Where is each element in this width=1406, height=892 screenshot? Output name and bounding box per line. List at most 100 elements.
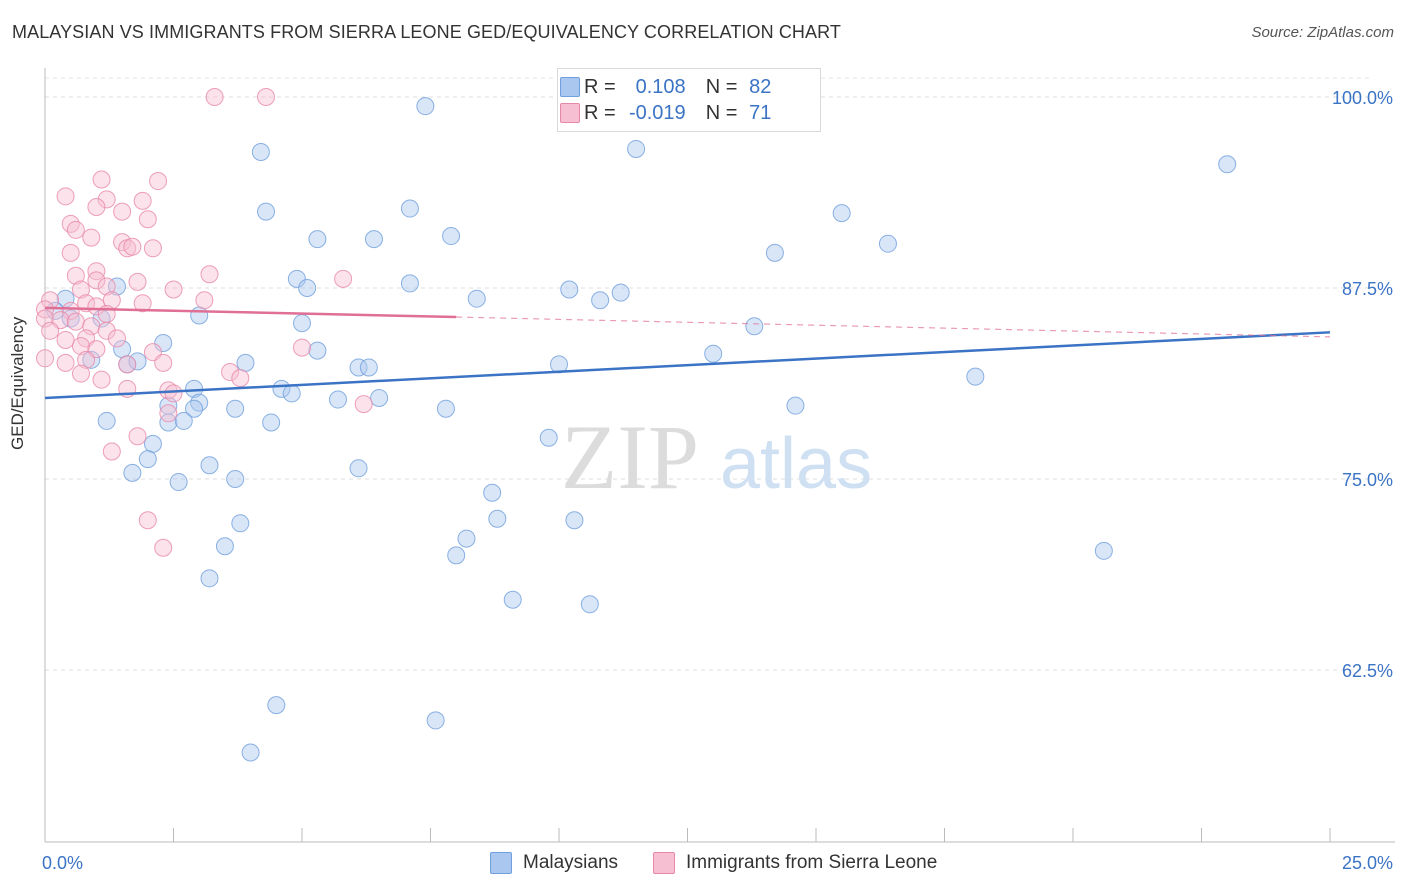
y-tick-label-2: 87.5%: [1342, 279, 1393, 299]
point-0-58: [226, 470, 245, 488]
point-1-60: [164, 384, 183, 403]
point-0-8: [364, 230, 383, 249]
point-0-64: [565, 511, 584, 530]
point-1-2: [92, 170, 111, 189]
point-0-3: [1218, 155, 1237, 174]
bottom-legend-label-malaysians: Malaysians: [523, 852, 619, 873]
point-0-30: [82, 350, 101, 369]
point-1-65: [138, 511, 157, 530]
source-label: Source: ZipAtlas.com: [1251, 24, 1394, 41]
series-malaysians: [46, 97, 1237, 762]
point-1-26: [164, 280, 183, 299]
legend-row-malaysians: R = 0.108 N = 82: [560, 74, 772, 100]
point-0-35: [359, 358, 378, 377]
point-1-53: [293, 338, 311, 357]
point-1-12: [82, 228, 101, 247]
point-0-25: [293, 314, 311, 333]
point-1-55: [71, 364, 90, 383]
point-1-5: [97, 190, 116, 209]
x-tick-label-1: 25.0%: [1342, 853, 1393, 873]
point-1-19: [200, 265, 219, 284]
point-0-14: [287, 269, 306, 288]
point-1-21: [87, 271, 106, 290]
legend-r-value: -0.019: [628, 101, 686, 124]
watermark: ZIP atlas: [561, 406, 872, 508]
point-0-61: [169, 473, 188, 492]
point-0-4: [257, 202, 276, 221]
point-0-49: [786, 396, 805, 415]
point-0-1: [251, 143, 270, 162]
point-0-42: [328, 390, 347, 409]
y-tick-label-0: 62.5%: [1342, 661, 1393, 681]
bottom-legend: Malaysians Immigrants from Sierra Leone: [0, 852, 1406, 878]
point-1-17: [143, 239, 162, 258]
point-1-50: [77, 350, 96, 369]
legend-r-label: R =: [584, 101, 616, 124]
legend: R = 0.108 N = 82 R = -0.019 N = 71: [557, 68, 821, 132]
point-0-56: [138, 450, 157, 469]
point-1-51: [118, 355, 137, 374]
point-0-9: [442, 227, 461, 246]
point-1-40: [97, 321, 116, 340]
gridlines: [45, 77, 1370, 671]
point-0-73: [267, 696, 286, 715]
point-0-15: [298, 279, 317, 297]
point-0-44: [190, 393, 209, 412]
bottom-legend-sierra-leone[interactable]: Immigrants from Sierra Leone: [653, 852, 937, 874]
point-1-54: [221, 363, 240, 382]
point-1-24: [97, 277, 116, 296]
point-1-34: [87, 297, 106, 316]
point-1-10: [61, 214, 80, 233]
point-0-51: [159, 413, 178, 432]
point-1-31: [195, 291, 214, 310]
point-0-34: [349, 358, 368, 377]
point-0-50: [97, 411, 116, 430]
point-0-36: [704, 344, 723, 363]
point-1-4: [56, 187, 75, 206]
point-1-9: [138, 210, 157, 229]
point-0-68: [447, 546, 466, 565]
point-1-52: [154, 353, 173, 372]
trend-extension-1: [456, 316, 1331, 338]
y-tick-label-1: 75.0%: [1342, 470, 1393, 490]
point-1-7: [133, 191, 152, 210]
point-1-23: [71, 280, 90, 299]
chart-title: MALAYSIAN VS IMMIGRANTS FROM SIERRA LEON…: [12, 22, 841, 42]
point-0-41: [282, 384, 301, 403]
legend-row-sierra-leone: R = -0.019 N = 71: [560, 100, 772, 126]
point-1-66: [154, 538, 173, 557]
tick-labels: 62.5% 75.0% 87.5% 100.0% 0.0% 25.0%: [42, 88, 1393, 873]
point-1-56: [92, 370, 111, 389]
point-0-43: [370, 389, 389, 408]
point-0-16: [400, 274, 419, 293]
series-sierra-leone: [36, 88, 373, 557]
point-0-2: [627, 139, 646, 158]
point-1-22: [334, 269, 353, 288]
point-1-41: [41, 321, 60, 340]
point-1-0: [205, 88, 224, 106]
watermark-zip: ZIP: [561, 406, 699, 508]
point-1-63: [128, 427, 147, 446]
point-0-74: [426, 711, 445, 730]
point-1-38: [66, 312, 85, 331]
legend-n-label: N =: [705, 101, 738, 124]
point-0-59: [349, 459, 368, 478]
legend-n-value: 71: [749, 101, 772, 124]
point-0-11: [878, 234, 897, 253]
point-0-53: [262, 413, 281, 432]
point-0-24: [190, 306, 209, 325]
legend-n-value: 82: [749, 75, 772, 98]
point-1-33: [61, 301, 80, 320]
point-0-32: [128, 352, 147, 371]
point-1-20: [66, 266, 85, 285]
legend-r-value: 0.108: [635, 75, 686, 98]
trend-line-0: [44, 331, 1331, 400]
point-1-32: [36, 300, 54, 319]
bottom-legend-malaysians[interactable]: Malaysians: [490, 852, 618, 874]
point-0-17: [467, 289, 486, 308]
point-1-30: [133, 294, 152, 313]
point-0-57: [200, 456, 219, 475]
trend-line-1: [44, 306, 457, 319]
axes: [44, 68, 1395, 843]
point-0-26: [745, 317, 764, 336]
